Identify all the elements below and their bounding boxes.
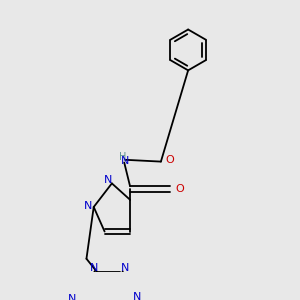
- Text: N: N: [121, 156, 129, 166]
- Text: N: N: [133, 292, 141, 300]
- Text: H: H: [119, 152, 127, 161]
- Text: N: N: [90, 263, 98, 273]
- Text: O: O: [175, 184, 184, 194]
- Text: N: N: [103, 175, 112, 185]
- Text: N: N: [121, 263, 129, 273]
- Text: O: O: [165, 155, 174, 165]
- Text: N: N: [83, 202, 92, 212]
- Text: N: N: [68, 294, 77, 300]
